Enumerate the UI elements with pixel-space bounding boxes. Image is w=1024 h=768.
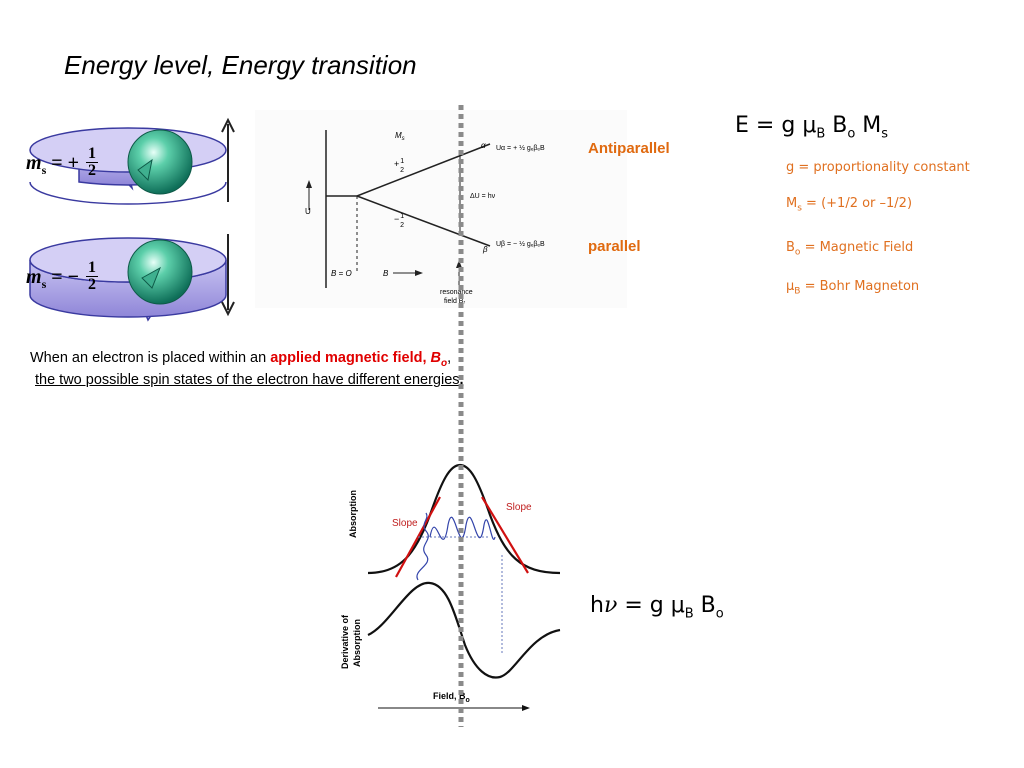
resonance-guide-line: [458, 105, 464, 727]
u-axis-label: U: [305, 207, 311, 216]
field-xlabel: Field, Bo: [433, 691, 470, 704]
definition-bo: Bo = Magnetic Field: [786, 240, 914, 258]
main-equation: E = g μB Bo Ms: [735, 113, 889, 142]
spin-down-label: ms = −: [26, 266, 80, 291]
definition-ms: Ms = (+1/2 or –1/2): [786, 196, 913, 214]
beta-level-line: [356, 195, 491, 247]
modulation-wave-horizontal: [429, 516, 496, 540]
beta-label: β: [482, 245, 488, 254]
alpha-label: α: [481, 141, 486, 150]
b-axis-label: B: [383, 269, 389, 278]
ms-axis-label: Ms: [395, 131, 405, 142]
definition-g: g = proportionality constant: [786, 160, 970, 175]
resonance-label-1: resonance: [440, 289, 473, 296]
spin-up-illustration: [29, 127, 227, 205]
caption-line-2: the two possible spin states of the elec…: [35, 372, 464, 388]
resonance-label-2: field Bᵣ: [444, 298, 465, 305]
parallel-label: parallel: [588, 238, 641, 255]
spin-up-arrow: [221, 117, 235, 202]
spin-down-fraction: 1 2: [86, 259, 98, 293]
definition-mub: μB = Bohr Magneton: [786, 279, 920, 297]
minus-half-label: −1 2: [394, 213, 404, 229]
spin-down-illustration: [29, 237, 227, 322]
derivative-ylabel-2: Absorption: [352, 619, 362, 667]
spin-up-label: ms = +: [26, 152, 80, 177]
u-alpha-equation: Uα = + ½ gₑβₑB: [496, 144, 545, 152]
spin-up-fraction: 1 2: [86, 145, 98, 179]
b-zero-label: B = O: [331, 269, 352, 278]
slope-label-right: Slope: [506, 502, 532, 513]
resonance-equation: hν = g μB Bo: [590, 593, 724, 622]
caption-line-1: When an electron is placed within an app…: [30, 350, 452, 369]
page-title: Energy level, Energy transition: [64, 50, 417, 80]
derivative-curve: [367, 581, 561, 679]
energy-splitting-diagram: U Ms +1 2 −1 2 ΔU = hν α β Uα = + ½ gₑβₑB …: [255, 110, 627, 308]
slope-line-right: [481, 496, 529, 574]
alpha-level-line: [356, 143, 491, 197]
absorption-plot: Absorption Derivative of Absorption Slop…: [340, 463, 561, 711]
u-beta-equation: Uβ = − ½ gₑβₑB: [496, 240, 545, 248]
antiparallel-label: Antiparallel: [588, 140, 670, 157]
modulation-wave-vertical: [416, 512, 429, 581]
plus-half-label: +1 2: [394, 158, 404, 174]
spin-down-arrow: [221, 234, 235, 317]
delta-u-label: ΔU = hν: [470, 193, 496, 200]
derivative-ylabel-1: Derivative of: [340, 614, 350, 669]
slope-label-left: Slope: [392, 518, 418, 529]
spin-states-illustration: [29, 117, 235, 322]
absorption-ylabel: Absorption: [348, 490, 358, 538]
